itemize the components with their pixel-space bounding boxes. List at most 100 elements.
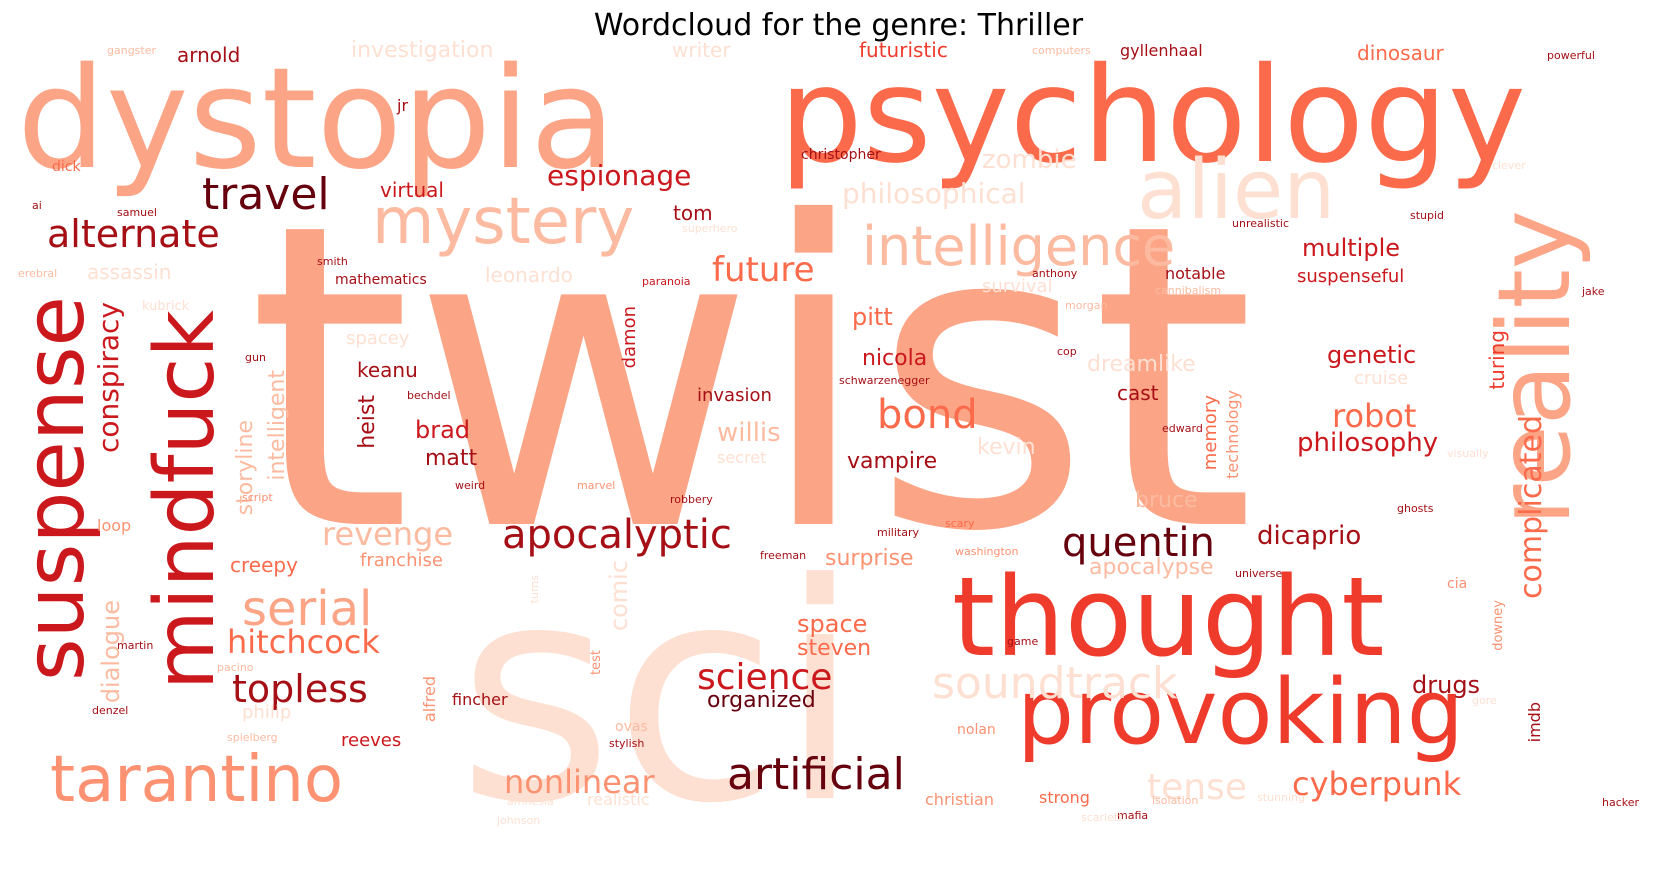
word: paranoia (642, 275, 691, 288)
word: surprise (825, 546, 914, 571)
word: suspenseful (1297, 266, 1405, 287)
word: gore (1472, 694, 1497, 707)
word: turing (1485, 330, 1509, 390)
word: willis (717, 418, 781, 448)
word: provoking (1017, 660, 1464, 765)
word: conspiracy (92, 302, 125, 454)
word: investigation (351, 40, 494, 63)
word: twist (247, 135, 1256, 624)
word: nonlinear (504, 763, 655, 801)
word: zombie (982, 145, 1077, 175)
word: sci (457, 520, 862, 860)
word: serial (242, 581, 373, 637)
word: apocalyptic (502, 512, 732, 558)
word: cerebral (17, 267, 58, 280)
word: notable (1165, 264, 1226, 283)
word: turns (528, 575, 541, 604)
word: dick (52, 159, 81, 175)
word: franchise (360, 550, 443, 571)
wordcloud-title: Wordcloud for the genre: Thriller (593, 8, 1084, 43)
word: topless (232, 667, 368, 711)
word: cop (1057, 345, 1077, 358)
word: script (242, 491, 273, 504)
word: pitt (852, 303, 893, 331)
word: anthony (1032, 267, 1078, 280)
word: brad (415, 416, 471, 444)
word: mindfuck (138, 310, 233, 691)
word: assassin (87, 260, 172, 284)
word: smith (317, 255, 348, 268)
word: jr (397, 96, 409, 115)
word: weird (455, 479, 486, 492)
word: secret (717, 448, 767, 467)
word: alien (1137, 143, 1336, 238)
word: ghosts (1397, 502, 1434, 515)
word: tarantino (50, 743, 343, 817)
word: jake (1582, 285, 1605, 298)
word: suspense (17, 296, 103, 682)
word: dinosaur (1357, 41, 1444, 65)
word: multiple (1302, 234, 1401, 262)
word: future (712, 250, 815, 290)
word: pacino (217, 661, 254, 674)
word: arnold (177, 43, 241, 67)
word: dicaprio (1257, 521, 1362, 551)
word: survival (982, 276, 1053, 297)
word: scary (945, 517, 975, 530)
word: strong (1039, 788, 1090, 807)
word: scarlett (1081, 811, 1123, 824)
word: alfred (420, 676, 439, 723)
word: damon (619, 306, 640, 369)
wordcloud: twist sci dystopia psychology reality th… (17, 40, 1660, 860)
word: heist (355, 395, 380, 449)
word: realistic (587, 790, 650, 809)
word: philosophical (842, 177, 1026, 210)
word: virtual (380, 178, 444, 202)
word: superhero (682, 222, 738, 235)
word: hitchcock (227, 623, 380, 661)
word: vampire (847, 449, 938, 474)
word: quentin (1062, 520, 1215, 566)
word: comic (605, 560, 633, 632)
word: powerful (1547, 49, 1595, 62)
word: dreamlike (1087, 352, 1196, 377)
word: freeman (760, 549, 807, 562)
word: bruce (1135, 488, 1198, 513)
word: intelligence (862, 215, 1176, 278)
word: apocalypse (1089, 555, 1214, 580)
word: psychology (779, 40, 1527, 193)
word: morgan (1065, 299, 1108, 312)
word: soundtrack (932, 658, 1178, 709)
word: robbery (670, 493, 713, 506)
word: marvel (577, 479, 616, 492)
word: mathematics (335, 272, 427, 288)
word: technology (1223, 390, 1242, 479)
word: mystery (372, 185, 635, 259)
word: samuel (117, 206, 157, 219)
word: philosophy (1297, 428, 1439, 458)
word: dystopia (17, 40, 616, 201)
word: cannibalism (1155, 284, 1222, 297)
word: memory (1200, 395, 1221, 471)
word: visually (1447, 447, 1489, 460)
word: revenge (322, 515, 454, 553)
word: washington (955, 545, 1019, 558)
word: nicola (862, 346, 928, 371)
word: travel (202, 169, 330, 220)
word: cia (1447, 576, 1468, 592)
word: mafia (1117, 809, 1149, 822)
word: gangster (107, 44, 157, 57)
word: loop (97, 516, 132, 535)
word: kubrick (142, 299, 190, 314)
word: steven (797, 636, 872, 661)
word: christian (925, 790, 994, 809)
word: thought (952, 553, 1385, 681)
word: test (589, 650, 604, 675)
word: cast (1117, 381, 1159, 405)
word: isolation (1152, 794, 1199, 807)
word: alternate (47, 212, 220, 256)
word: spacey (346, 328, 410, 349)
word: reeves (341, 730, 402, 751)
word: unrealistic (1232, 217, 1289, 230)
word: computers (1032, 44, 1091, 57)
